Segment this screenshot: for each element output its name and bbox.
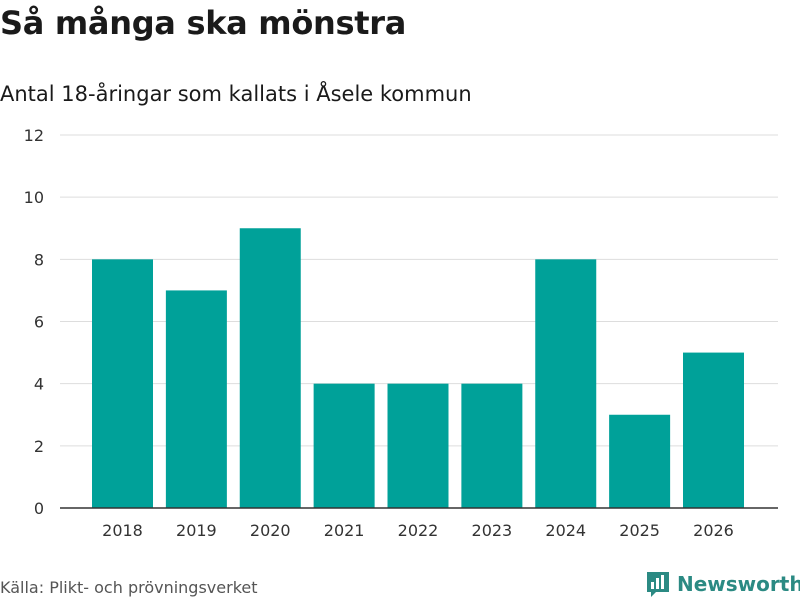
x-tick-label: 2020 <box>250 521 291 540</box>
bar-2018 <box>92 259 153 508</box>
x-tick-label: 2025 <box>619 521 660 540</box>
y-tick-label: 0 <box>34 499 44 518</box>
x-tick-label: 2018 <box>102 521 143 540</box>
chart-title: Så många ska mönstra <box>0 4 407 42</box>
bar-2021 <box>313 383 375 508</box>
x-tick-label: 2021 <box>324 521 365 540</box>
bars <box>92 228 744 508</box>
x-tick-label: 2019 <box>176 521 217 540</box>
x-tick-label: 2026 <box>693 521 734 540</box>
source-note: Källa: Plikt- och prövningsverket <box>0 578 258 597</box>
y-tick-label: 4 <box>34 375 44 394</box>
brand-name: Newsworthy <box>677 572 800 596</box>
x-tick-label: 2023 <box>472 521 513 540</box>
bar-2019 <box>165 290 227 508</box>
brand-logo: Newsworthy <box>645 570 800 598</box>
y-tick-label: 12 <box>24 126 44 145</box>
x-tick-label: 2022 <box>398 521 439 540</box>
bar-2025 <box>609 414 671 508</box>
y-tick-label: 6 <box>34 313 44 332</box>
y-tick-label: 2 <box>34 437 44 456</box>
bar-2020 <box>239 228 301 508</box>
bar-chart-speech-icon <box>647 572 669 597</box>
chart-subtitle: Antal 18-åringar som kallats i Åsele kom… <box>0 82 472 106</box>
bar-2022 <box>387 383 449 508</box>
x-tick-label: 2024 <box>545 521 586 540</box>
bar-2023 <box>461 383 523 508</box>
bar-2026 <box>683 352 744 508</box>
y-tick-label: 8 <box>34 250 44 269</box>
axes: 0 2 4 6 8 10 12 2018 2019 2020 2021 2022 2023 2024 202… <box>24 126 778 540</box>
y-tick-label: 10 <box>24 188 44 207</box>
bar-2024 <box>535 259 597 508</box>
